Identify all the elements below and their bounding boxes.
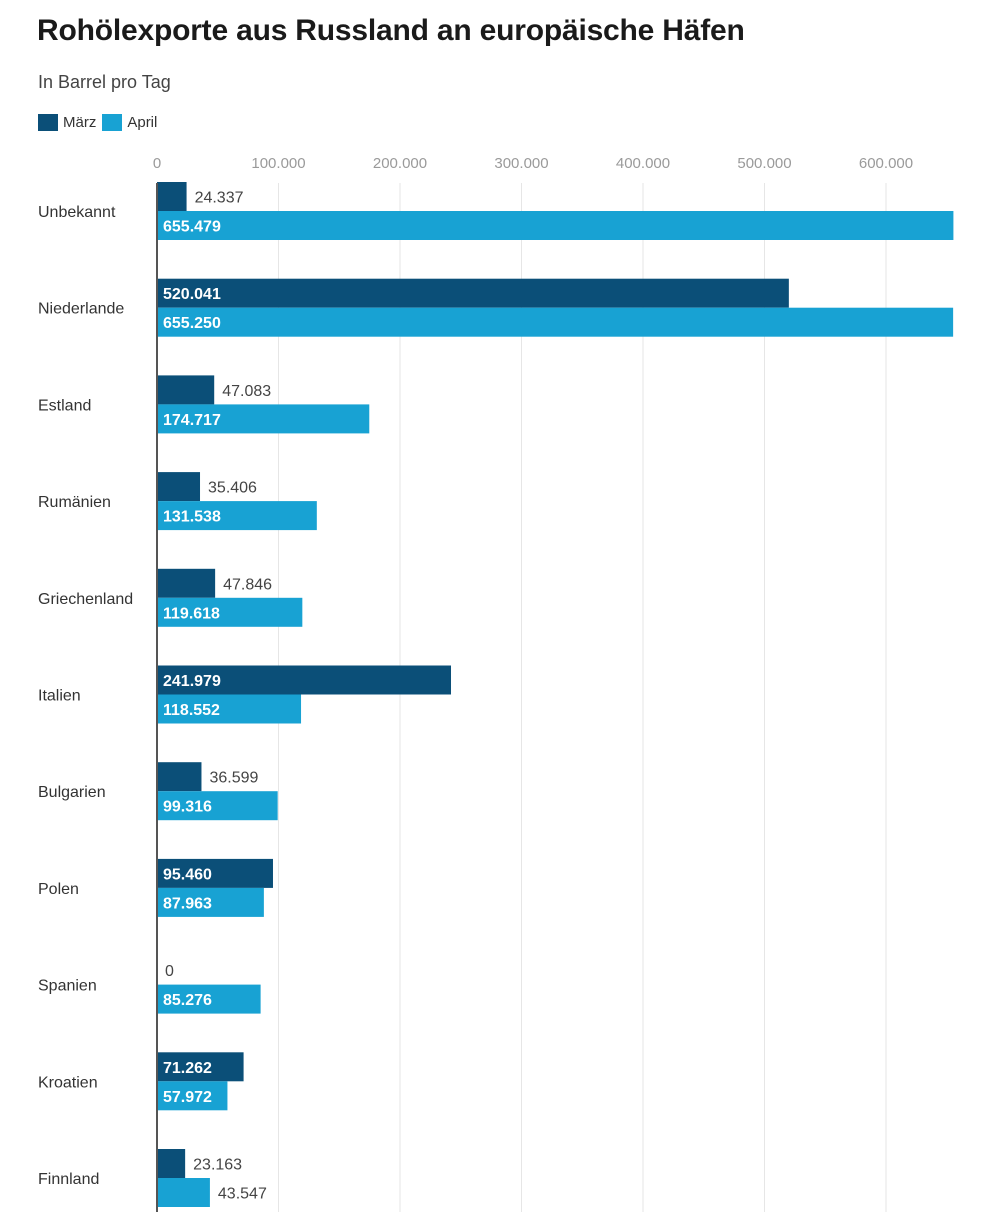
data-label: 0 (165, 963, 174, 980)
x-tick-label: 300.000 (494, 155, 548, 172)
bar-april (157, 887, 264, 917)
bar-maerz (157, 858, 273, 888)
category-label: Niederlande (38, 301, 124, 318)
legend: März April (38, 114, 163, 131)
data-label: 47.846 (223, 576, 272, 593)
data-label: 35.406 (208, 480, 257, 497)
data-label: 36.599 (209, 770, 258, 787)
data-label: 655.250 (163, 315, 221, 332)
bar-april (157, 984, 261, 1014)
x-tick-label: 0 (153, 155, 161, 172)
bar-april (157, 307, 954, 337)
data-label: 174.717 (163, 412, 221, 429)
category-label: Spanien (38, 978, 97, 995)
data-label: 520.041 (163, 286, 221, 303)
data-label: 47.083 (222, 383, 271, 400)
x-tick-label: 100.000 (251, 155, 305, 172)
category-label: Unbekannt (38, 204, 116, 221)
bar-april (157, 501, 317, 531)
bar-maerz (157, 762, 202, 792)
legend-item-april: April (102, 114, 157, 131)
x-tick-label: 600.000 (859, 155, 913, 172)
data-label: 87.963 (163, 895, 212, 912)
data-label: 85.276 (163, 992, 212, 1009)
category-label: Griechenland (38, 591, 133, 608)
category-label: Bulgarien (38, 784, 106, 801)
bar-maerz (157, 182, 187, 211)
category-label: Finnland (38, 1171, 99, 1188)
bar-maerz (157, 665, 452, 695)
data-label: 57.972 (163, 1089, 212, 1106)
data-label: 23.163 (193, 1157, 242, 1174)
bar-maerz (157, 1149, 186, 1178)
bar-april (157, 791, 278, 821)
bar-maerz (157, 375, 215, 405)
bar-maerz (157, 1052, 244, 1082)
data-label: 99.316 (163, 799, 212, 816)
legend-swatch-maerz (38, 114, 58, 131)
category-label: Polen (38, 881, 79, 898)
data-label: 118.552 (163, 702, 220, 719)
x-tick-label: 200.000 (373, 155, 427, 172)
bar-april (157, 1081, 228, 1111)
data-label: 131.538 (163, 509, 221, 526)
bar-maerz (157, 472, 201, 502)
bar-april (157, 597, 303, 627)
chart-subtitle: In Barrel pro Tag (38, 72, 171, 92)
data-label: 43.547 (218, 1186, 267, 1203)
bar-april (157, 211, 954, 240)
legend-label-april: April (127, 114, 158, 131)
x-tick-label: 500.000 (737, 155, 791, 172)
data-label: 24.337 (195, 190, 244, 207)
category-label: Kroatien (38, 1074, 98, 1091)
legend-swatch-april (102, 114, 123, 131)
category-label: Rumänien (38, 494, 111, 511)
bar-maerz (157, 278, 789, 308)
category-label: Italien (38, 688, 81, 705)
data-label: 655.479 (163, 219, 221, 236)
data-label: 95.460 (163, 866, 212, 883)
data-label: 119.618 (163, 605, 220, 622)
chart-title: Rohölexporte aus Russland an europäische… (37, 14, 745, 47)
bar-april (157, 694, 302, 724)
bar-april (157, 404, 370, 434)
legend-label-maerz: März (63, 114, 97, 131)
x-tick-label: 400.000 (616, 155, 670, 172)
legend-item-maerz: März (38, 114, 96, 131)
bar-april (157, 1178, 210, 1207)
category-label: Estland (38, 397, 91, 414)
bar-maerz (157, 568, 216, 598)
data-label: 241.979 (163, 673, 221, 690)
data-label: 71.262 (163, 1060, 212, 1077)
